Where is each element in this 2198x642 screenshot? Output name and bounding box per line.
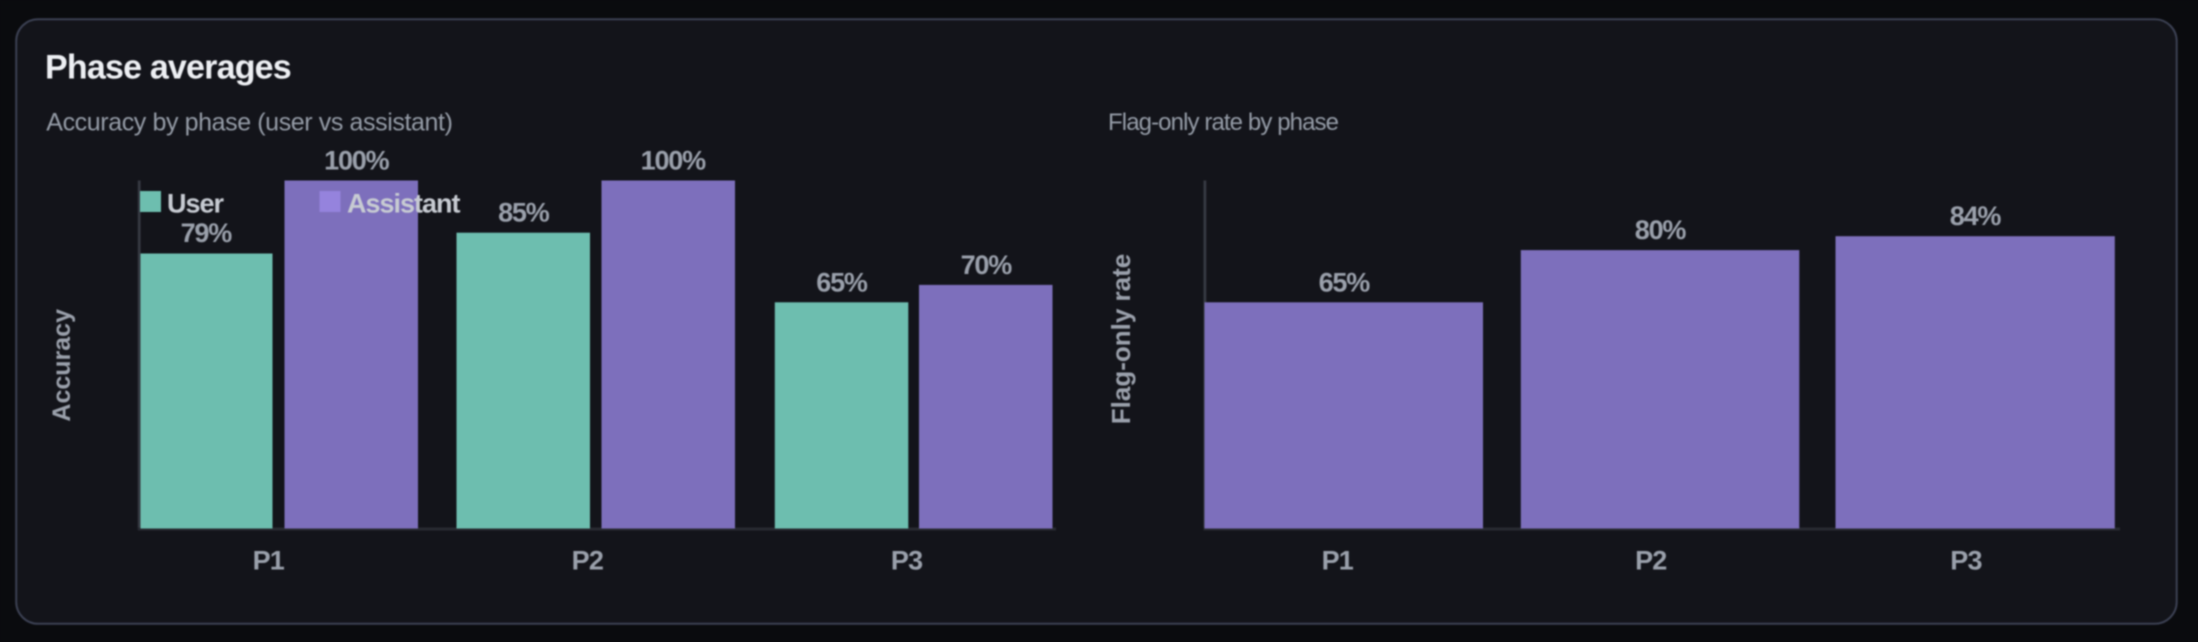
svg-text:Accuracy: Accuracy xyxy=(48,309,76,422)
svg-text:84%: 84% xyxy=(1950,201,2002,231)
svg-text:P1: P1 xyxy=(253,545,285,575)
svg-text:Phase averages: Phase averages xyxy=(45,49,291,87)
svg-text:Accuracy by phase (user vs ass: Accuracy by phase (user vs assistant) xyxy=(46,109,452,137)
svg-text:100%: 100% xyxy=(324,146,389,176)
svg-text:User: User xyxy=(167,189,225,219)
svg-text:65%: 65% xyxy=(816,267,868,297)
svg-text:70%: 70% xyxy=(961,250,1013,280)
svg-text:Flag-only rate by phase: Flag-only rate by phase xyxy=(1108,109,1339,136)
svg-text:80%: 80% xyxy=(1635,215,1687,245)
svg-text:P3: P3 xyxy=(891,545,923,575)
svg-text:79%: 79% xyxy=(181,218,233,248)
svg-text:85%: 85% xyxy=(498,198,550,228)
svg-text:Flag-only rate: Flag-only rate xyxy=(1106,254,1136,424)
svg-text:P3: P3 xyxy=(1950,545,1982,575)
svg-text:P2: P2 xyxy=(1635,545,1666,575)
svg-text:P1: P1 xyxy=(1322,545,1354,575)
svg-text:100%: 100% xyxy=(641,146,706,176)
svg-text:Assistant: Assistant xyxy=(347,189,461,219)
svg-text:P2: P2 xyxy=(572,545,603,575)
svg-text:65%: 65% xyxy=(1319,267,1371,297)
